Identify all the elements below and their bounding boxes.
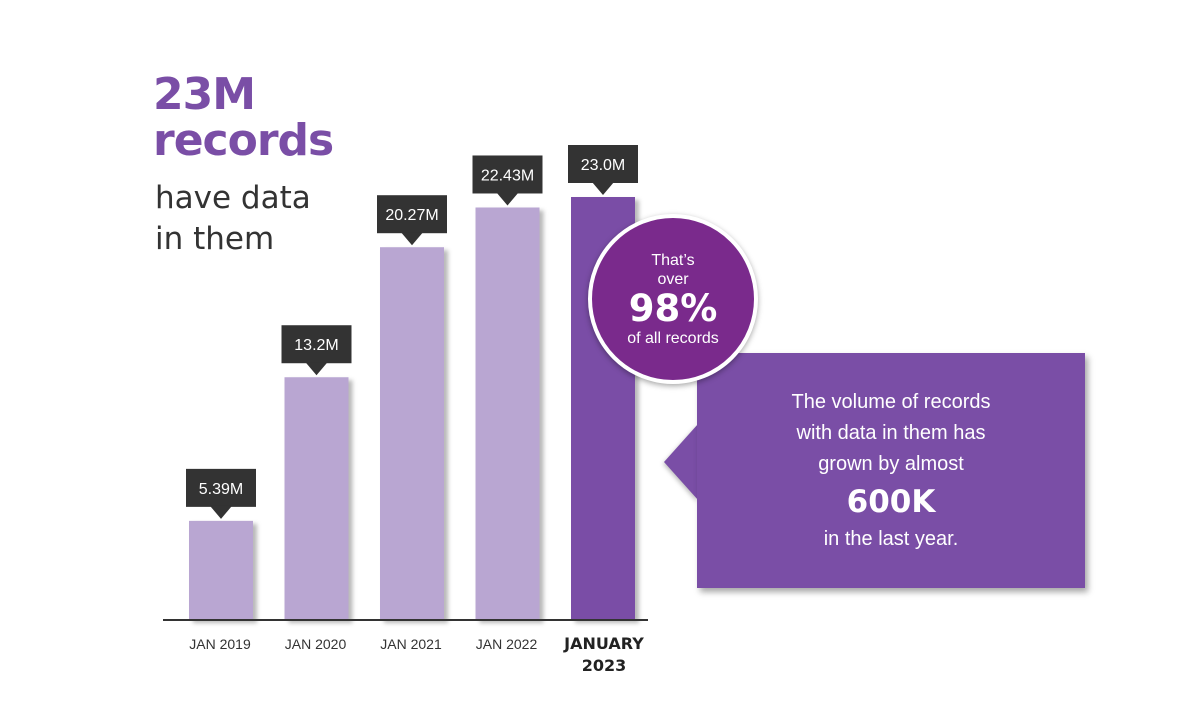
value-label-text-3: 22.43M <box>481 167 534 184</box>
bars <box>189 197 635 621</box>
x-tick-label-4-line-0: JANUARY <box>563 634 644 653</box>
data-labels: 5.39M 13.2M 20.27M 22.43M 23.0M <box>186 145 638 519</box>
value-label-box-2 <box>377 195 447 234</box>
callout-line-3: grown by almost <box>818 452 964 475</box>
x-tick-label-2: JAN 2021 <box>380 636 442 652</box>
value-label-pointer-1 <box>305 362 328 376</box>
value-label-pointer-4 <box>592 182 614 195</box>
percentage-badge: That’s over 98% of all records <box>588 214 758 384</box>
value-label-0: 5.39M <box>186 468 256 519</box>
value-label-pointer-3 <box>496 192 519 206</box>
callout-line-4: in the last year. <box>823 527 959 550</box>
callout-line-2: with data in them has <box>796 421 986 444</box>
value-label-text-2: 20.27M <box>385 207 438 224</box>
headline-number: 23M <box>153 69 256 120</box>
headline: 23M records <box>153 69 334 166</box>
callout-line-1: The volume of records <box>791 390 991 413</box>
badge-line-3: of all records <box>627 329 719 347</box>
value-label-box-3 <box>472 155 543 194</box>
badge-line-2: over <box>657 270 689 288</box>
x-tick-label-4-line-1: 2023 <box>582 656 627 675</box>
value-label-pointer-2 <box>401 232 423 246</box>
x-tick-labels: JAN 2019 JAN 2020 JAN 2021 JAN 2022 JANUARY 2… <box>189 634 644 675</box>
subheadline-line-1: have data <box>155 180 311 216</box>
x-tick-label-1: JAN 2020 <box>285 636 347 652</box>
headline-word: records <box>153 115 334 166</box>
callout-pointer <box>664 424 698 500</box>
subheadline-line-2: in them <box>155 221 275 257</box>
bar-0 <box>189 520 253 620</box>
value-label-3: 22.43M <box>472 155 543 206</box>
bar-1 <box>284 377 349 620</box>
badge-line-1: That’s <box>651 251 695 269</box>
badge-percentage: 98% <box>628 286 718 330</box>
bar-3 <box>475 207 540 621</box>
value-label-text-0: 5.39M <box>199 481 243 498</box>
value-label-text-4: 23.0M <box>581 157 625 174</box>
value-label-box-4 <box>568 145 638 183</box>
x-tick-label-0: JAN 2019 <box>189 636 251 652</box>
value-label-box-0 <box>186 468 256 507</box>
x-tick-label-3: JAN 2022 <box>476 636 538 652</box>
value-label-1: 13.2M <box>281 325 352 376</box>
value-label-2: 20.27M <box>377 195 447 246</box>
value-label-text-1: 13.2M <box>294 337 338 354</box>
value-label-box-1 <box>281 325 352 364</box>
growth-callout-box: The volume of records with data in them … <box>697 353 1085 588</box>
value-label-4: 23.0M <box>568 145 638 195</box>
subheadline: have data in them <box>155 178 311 260</box>
value-label-pointer-0 <box>210 505 232 519</box>
bar-2 <box>380 247 444 621</box>
callout-growth-value: 600K <box>846 483 936 520</box>
